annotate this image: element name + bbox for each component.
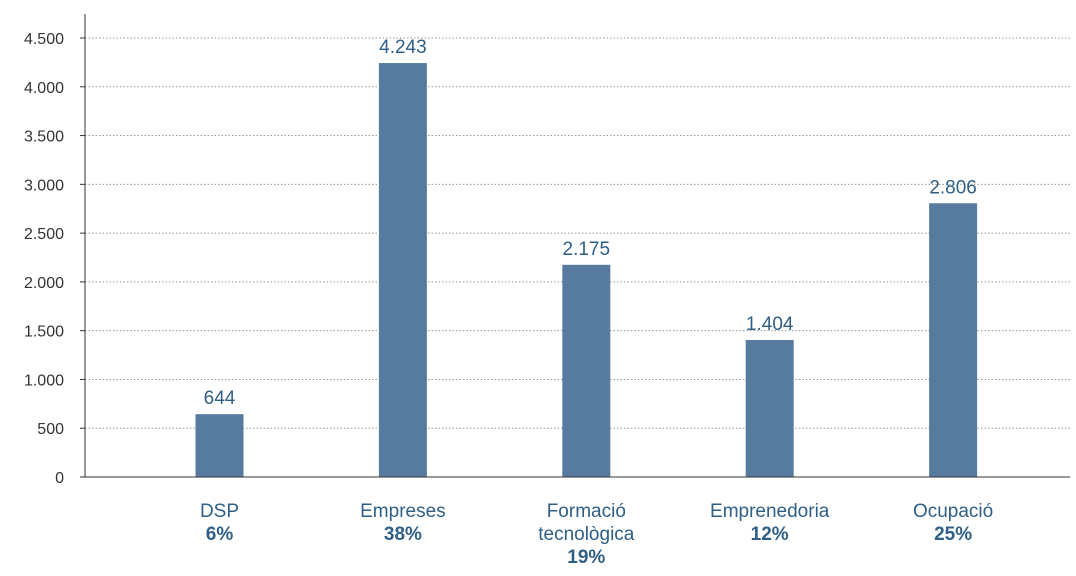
y-tick-label: 0 (55, 470, 64, 487)
x-tick-label: Emprenedoria (710, 501, 830, 522)
y-tick-label: 1.500 (24, 324, 64, 341)
bar (378, 63, 427, 477)
bar-value-label: 2.175 (563, 239, 611, 260)
x-tick-label: tecnològica (538, 524, 635, 545)
bar-value-label: 1.404 (746, 314, 794, 335)
bar-value-label: 2.806 (929, 177, 977, 198)
y-tick-label: 4.500 (24, 31, 64, 48)
bars (195, 63, 978, 478)
x-tick-label: Ocupació (913, 501, 993, 522)
category-share-label: 12% (751, 524, 789, 545)
bar (562, 264, 611, 477)
bar (745, 340, 794, 477)
category-share-label: 19% (567, 547, 605, 568)
y-tick-label: 500 (37, 421, 64, 438)
x-tick-label: DSP (200, 501, 239, 522)
bar-value-label: 644 (204, 388, 236, 409)
y-tick-label: 3.500 (24, 129, 64, 146)
y-axis: 0 500 1.000 1.500 2.000 2.500 3.000 3.500 4.000 4… (24, 14, 86, 487)
bar (195, 414, 244, 477)
y-tick-label: 3.000 (24, 177, 64, 194)
x-tick-label: Empreses (360, 501, 446, 522)
value-labels: 644 4.243 2.175 1.404 2.806 (204, 37, 977, 409)
y-tick-label: 2.500 (24, 226, 64, 243)
category-share-label: 25% (934, 524, 972, 545)
y-tick-label: 4.000 (24, 80, 64, 97)
y-tick-label: 2.000 (24, 275, 64, 292)
bar-value-label: 4.243 (379, 37, 427, 58)
category-share-label: 6% (206, 524, 234, 545)
x-tick-label: Formació (547, 501, 626, 522)
category-share-label: 38% (384, 524, 422, 545)
bar (929, 203, 978, 478)
y-tick-label: 1.000 (24, 372, 64, 389)
